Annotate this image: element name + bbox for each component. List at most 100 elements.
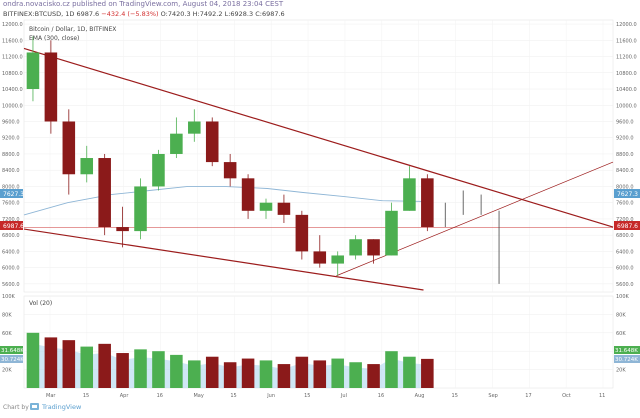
volume-bar	[367, 364, 380, 388]
candle	[367, 239, 380, 264]
ema-badge-right: 7627.3	[614, 189, 640, 198]
tradingview-logo-icon[interactable]	[30, 403, 39, 410]
svg-text:6987.6: 6987.6	[617, 223, 638, 230]
svg-text:31.648K: 31.648K	[615, 348, 638, 354]
svg-text:7627.3: 7627.3	[617, 191, 638, 198]
candle-body	[313, 251, 327, 264]
volume-tick-label: 60K	[2, 331, 12, 337]
candle-body	[331, 255, 344, 264]
last-badge-right: 6987.6	[614, 221, 640, 230]
time-tick-label: 17	[525, 393, 531, 399]
footer-chart-by: Chart by	[3, 404, 29, 411]
candle	[26, 36, 40, 102]
candle	[277, 194, 291, 223]
volume-bar	[259, 360, 273, 388]
candle	[205, 117, 219, 167]
volume-tick-label: 80K	[2, 312, 12, 318]
trendlines[interactable]	[23, 47, 614, 291]
vol-badge-left-2: 30.724K	[0, 355, 24, 363]
volume-bar	[80, 346, 94, 388]
legend-title: Bitcoin / Dollar, 1D, BITFINEX	[29, 26, 116, 33]
candles	[26, 36, 434, 276]
price-tick-label: 12000.0	[616, 22, 637, 28]
candle-body	[241, 178, 255, 211]
volume-bar	[205, 356, 219, 388]
header-bar: ondra.novacisko.cz published on TradingV…	[0, 0, 640, 22]
price-tick-label: 8800.0	[2, 152, 20, 158]
price-tick-label: 11200.0	[2, 55, 23, 61]
candle-body	[259, 202, 273, 211]
time-tick-label: Mar	[46, 393, 56, 399]
ohlc-high: H:7492.2	[192, 10, 223, 18]
time-tick-label: Jun	[266, 393, 275, 399]
time-tick-label: 11	[599, 393, 605, 399]
price-tick-label: 7600.0	[2, 201, 20, 207]
volume-bar	[44, 337, 58, 388]
price-tick-label: 9600.0	[2, 119, 20, 125]
svg-text:6987.6: 6987.6	[3, 223, 24, 230]
price-tick-label: 5600.0	[2, 282, 20, 288]
candle	[152, 149, 165, 191]
time-tick-label: 15	[304, 393, 310, 399]
footer-brand[interactable]: TradingView	[41, 403, 82, 411]
last-price: 6987.6	[76, 10, 100, 18]
candle-body	[349, 239, 362, 256]
svg-text:31.648K: 31.648K	[1, 348, 24, 354]
candle	[223, 153, 237, 187]
candle	[188, 109, 201, 142]
candle	[98, 153, 111, 236]
price-tick-label: 8400.0	[2, 168, 20, 174]
price-tick-label: 10400.0	[2, 87, 23, 93]
candle-body	[367, 239, 380, 256]
volume-bar	[295, 356, 309, 388]
candle-body	[421, 178, 434, 228]
price-tick-label: 11600.0	[2, 38, 23, 44]
price-tick-label: 6800.0	[616, 233, 634, 239]
volume-tick-label: 20K	[616, 368, 626, 374]
candle-body	[152, 153, 165, 187]
author-line[interactable]: ondra.novacisko.cz published on TradingV…	[3, 0, 284, 8]
volume-bar	[313, 360, 327, 388]
price-tick-label: 7600.0	[616, 201, 634, 207]
ohlc-open: O:7420.3	[160, 10, 191, 18]
time-tick-label: 15	[83, 393, 89, 399]
price-tick-label: 12000.0	[2, 22, 23, 28]
candle	[313, 235, 327, 268]
time-axis: Mar 15 Apr 16 May 15 Jun 15 Jul 16 Aug 15 Sep 17 Oct 11	[46, 393, 605, 399]
price-tick-label: 10800.0	[2, 71, 23, 77]
candle	[331, 251, 344, 276]
candle	[349, 235, 362, 260]
candle	[421, 174, 434, 232]
time-tick-label: Apr	[120, 393, 130, 399]
svg-text:30.724K: 30.724K	[615, 357, 638, 363]
candle-body	[80, 158, 94, 175]
legend-vol: Vol (20)	[29, 300, 52, 307]
price-tick-label: 6000.0	[2, 266, 20, 272]
volume-tick-label: 60K	[616, 331, 626, 337]
candle-body	[385, 210, 398, 256]
candle	[116, 206, 129, 248]
candle-body	[98, 158, 111, 228]
candle-body	[26, 52, 40, 90]
candle-body	[403, 178, 416, 211]
volume-bar	[223, 362, 237, 388]
price-tick-label: 10000.0	[616, 103, 637, 109]
time-tick-label: Aug	[415, 393, 425, 399]
time-tick-label: May	[193, 393, 203, 399]
trendline-upper	[23, 47, 614, 228]
volume-bars	[26, 332, 434, 388]
candle-body	[205, 121, 219, 163]
price-tick-label: 6800.0	[2, 233, 20, 239]
candle-body	[188, 121, 201, 134]
volume-bar	[62, 340, 76, 388]
volume-bar	[170, 354, 183, 388]
price-tick-label: 11200.0	[616, 55, 637, 61]
candle	[241, 174, 255, 219]
candle	[134, 178, 147, 240]
candle	[295, 210, 309, 260]
candle	[80, 145, 94, 183]
volume-bar	[331, 358, 344, 388]
candle-body	[295, 214, 309, 252]
